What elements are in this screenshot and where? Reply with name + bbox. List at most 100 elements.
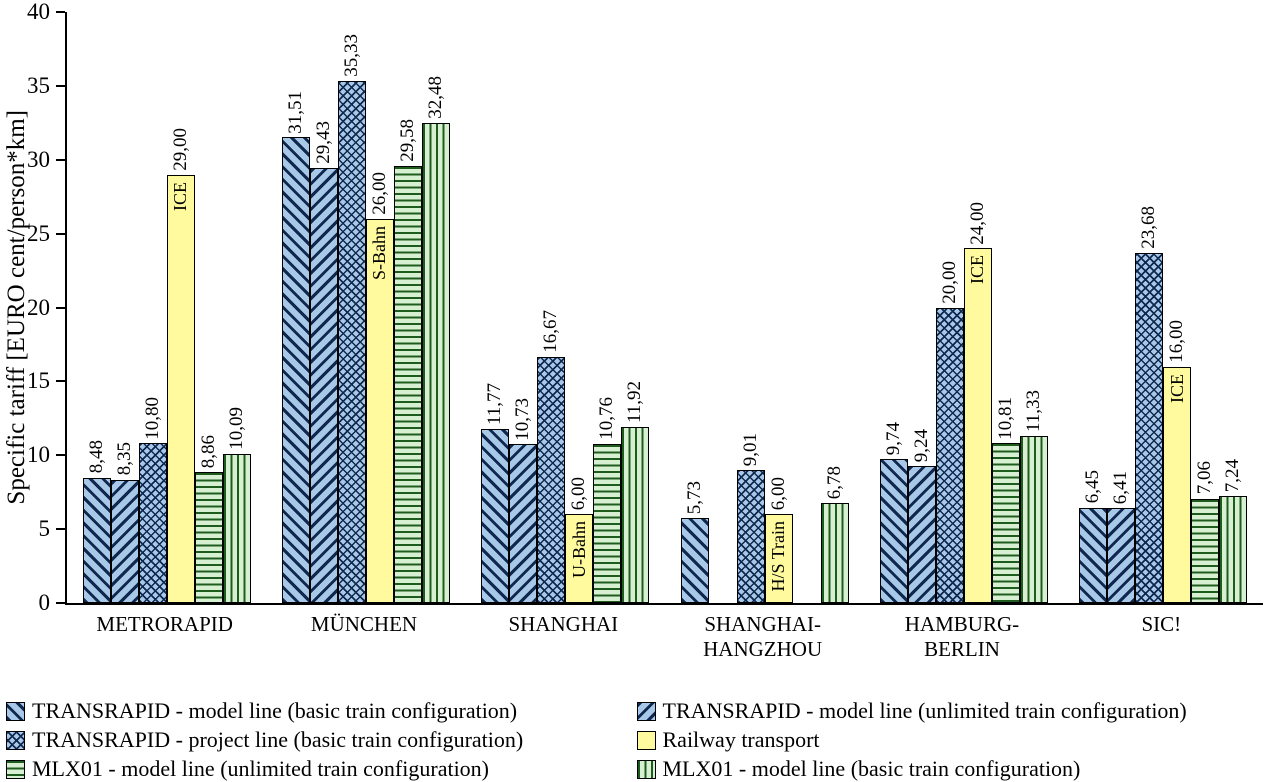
bar-value-label: 29,00	[169, 127, 191, 171]
bar-value-label-wrap: 29,43	[311, 121, 337, 169]
legend-swatch	[636, 701, 656, 721]
bar-value-label: 29,58	[396, 119, 418, 162]
bar-value-label-wrap: 24,00	[965, 202, 991, 250]
y-tick-mark	[56, 380, 65, 383]
legend-swatch	[6, 701, 25, 721]
bar-value-label-wrap: 31,51	[283, 91, 309, 139]
bar-slot: 6,41	[1107, 471, 1136, 603]
bar-value-label: 9,74	[882, 421, 904, 456]
category-label: SHANGHAI	[508, 612, 619, 636]
bar-value-label-wrap: 10,09	[224, 407, 250, 455]
bar-value-label: 29,43	[312, 121, 334, 165]
bar-inner-label: S-Bahn	[369, 225, 390, 280]
bar-slot: 26,00 S-Bahn	[365, 172, 394, 603]
bar: 6,78	[820, 466, 849, 603]
bar-value-label: 6,00	[767, 477, 789, 511]
y-tick-label: 10	[27, 442, 50, 468]
bar-slot: 29,00 ICE	[166, 128, 195, 603]
bar-slot: 9,74	[879, 422, 908, 603]
legend-label: Railway transport	[662, 727, 820, 752]
bar: 10,73	[509, 398, 538, 603]
legend-column: TRANSRAPID - model line (basic train con…	[6, 698, 637, 782]
bar: 7,24	[1219, 459, 1248, 603]
bar-value-label: 32,48	[424, 76, 446, 120]
bar: 6,45	[1079, 470, 1108, 603]
bar: 6,00 U-Bahn	[565, 477, 594, 603]
bar-value-label: 10,73	[512, 397, 534, 441]
bar-value-label-wrap: 32,48	[423, 76, 449, 124]
x-axis-category-labels: METRORAPID MÜNCHEN SHANGHAI SHANGHAI- HANGZH…	[65, 612, 1261, 662]
bar-inner-label-wrap: ICE	[168, 182, 194, 211]
bar-value-label-wrap: 6,45	[1080, 470, 1106, 508]
bar-group: 8,48 8,35 10,80 29,00 ICE 8,86 10,09	[67, 12, 266, 603]
bar: 9,01	[736, 433, 765, 603]
bar-value-label: 23,68	[1138, 206, 1160, 250]
legend-label: MLX01 - model line (unlimited train conf…	[32, 756, 490, 781]
bar-value-label: 9,24	[910, 429, 932, 463]
bar-value-label: 5,73	[683, 481, 705, 515]
bar-slot: 7,06	[1191, 461, 1220, 603]
bar-slot: 6,00 H/S Train	[764, 477, 793, 603]
bar-value-label: 11,77	[484, 383, 506, 426]
category-label: SIC!	[1141, 612, 1182, 636]
plot-area: 8,48 8,35 10,80 29,00 ICE 8,86 10,09 31,51 29,43…	[56, 11, 1263, 605]
bar: 9,74	[879, 422, 908, 603]
legend-item: MLX01 - model line (basic train configur…	[636, 756, 1268, 782]
bar-slot: 9,01	[736, 433, 765, 603]
category-label: METRORAPID	[96, 612, 233, 636]
bar-slot: 29,43	[309, 121, 338, 603]
bar-value-label-wrap: 8,86	[196, 435, 222, 473]
bar-value-label: 10,81	[994, 396, 1016, 440]
bar-value-label-wrap: 11,33	[1021, 390, 1047, 437]
y-tick-labels: 0 5 10 15 20 25 30 35 40	[0, 0, 58, 615]
bar-inner-label-wrap: ICE	[965, 255, 991, 284]
bar-slot: 6,00 U-Bahn	[565, 477, 594, 603]
bar-value-label-wrap: 9,24	[909, 429, 935, 467]
bar-value-label: 7,06	[1194, 461, 1216, 495]
y-tick-label: 30	[27, 146, 50, 172]
y-tick-mark	[56, 158, 65, 161]
bar-value-label: 8,48	[85, 440, 107, 474]
bar: 32,48	[421, 76, 450, 603]
bar-value-label: 11,92	[624, 380, 646, 423]
bar: 29,00 ICE	[166, 128, 195, 603]
legend-item: MLX01 - model line (unlimited train conf…	[6, 756, 637, 782]
y-tick-mark	[56, 306, 65, 309]
bar: 23,68	[1135, 206, 1164, 603]
y-tick-mark	[56, 11, 65, 13]
bar-slot: 6,45	[1079, 470, 1108, 603]
bar-slot: 32,48	[421, 76, 450, 603]
bar-value-label-wrap: 9,01	[738, 433, 764, 471]
bar-group: 11,77 10,73 16,67 6,00 U-Bahn 10,76 11,92	[466, 12, 665, 603]
bar: 10,81	[991, 397, 1020, 603]
bar-inner-label: U-Bahn	[568, 521, 589, 579]
bar-slot: 8,86	[194, 435, 223, 603]
bar-value-label-wrap: 10,80	[140, 397, 166, 445]
bar-inner-label: H/S Train	[768, 521, 789, 592]
bar-slot: 11,33	[1019, 390, 1048, 603]
bar: 11,33	[1019, 390, 1048, 603]
bar-value-label-wrap: 23,68	[1136, 206, 1162, 254]
bar-group: 5,73 9,01 6,00 H/S Train 6,78	[665, 12, 864, 603]
y-tick-label: 15	[27, 368, 50, 394]
bar: 11,92	[621, 381, 650, 603]
bar: 10,09	[222, 407, 251, 603]
bar-slot: 7,24	[1219, 459, 1248, 603]
bar: 11,77	[481, 383, 510, 603]
bar-value-label: 11,33	[1022, 389, 1044, 432]
bar: 35,33	[337, 34, 366, 603]
bar-inner-label: ICE	[170, 181, 191, 211]
y-tick-label: 35	[27, 72, 50, 98]
bar-slot: 16,00 ICE	[1163, 320, 1192, 603]
bar-value-label-wrap: 16,67	[538, 310, 564, 358]
bar-value-label-wrap: 6,78	[822, 466, 848, 504]
bar-value-label: 24,00	[966, 201, 988, 245]
bar-value-label-wrap: 10,81	[993, 397, 1019, 445]
bar-value-label-wrap: 6,41	[1108, 471, 1134, 509]
bar-value-label-wrap: 5,73	[682, 481, 708, 519]
bar-slot: 24,00 ICE	[963, 202, 992, 603]
bar-slot: 10,73	[509, 398, 538, 603]
bar: 8,86	[194, 435, 223, 603]
y-tick-label: 20	[27, 294, 50, 320]
bar: 9,24	[907, 429, 936, 603]
